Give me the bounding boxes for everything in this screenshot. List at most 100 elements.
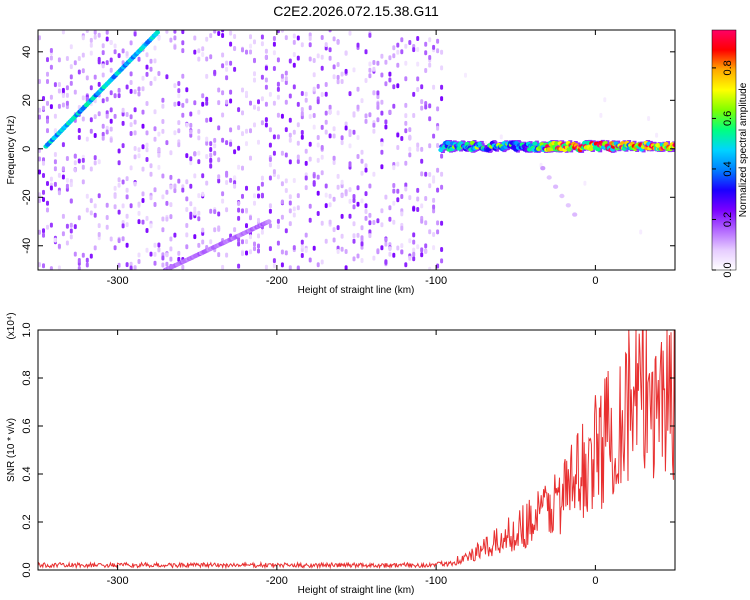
spectrogram-cell [380, 53, 384, 59]
spectrogram-cell [300, 107, 304, 112]
spectrogram-cell [65, 92, 69, 98]
spectrogram-cell [344, 189, 348, 195]
x-tick-label: 0 [592, 275, 598, 287]
spectrogram-cell [57, 103, 61, 109]
spectrogram-cell [129, 71, 133, 77]
spectrogram-cell [249, 234, 252, 240]
spectrogram-cell [268, 203, 272, 209]
spectrogram-cell [352, 67, 356, 73]
spectrogram-cell [237, 241, 241, 247]
spectrogram-cell [655, 132, 659, 138]
spectrogram-cell [276, 112, 280, 118]
spectrogram-cell [436, 167, 440, 173]
spectrogram-cell [161, 173, 165, 179]
snr-x-label: Height of straight line (km) [298, 585, 415, 596]
spectrogram-cell [268, 175, 272, 181]
spectrogram-cell [73, 89, 77, 95]
spectrogram-cell [221, 33, 225, 38]
spectrogram-cell [217, 157, 221, 163]
spectrogram-cell [241, 131, 244, 137]
spectrogram-cell [197, 128, 201, 134]
spectrogram-cell [105, 110, 109, 116]
spectrogram-cell [201, 46, 205, 52]
spectrogram-cell [416, 76, 420, 82]
spectrogram-cell [213, 137, 217, 143]
spectrogram-cell [205, 136, 209, 142]
spectrogram-cell [65, 56, 69, 61]
spectrogram-cell [193, 234, 197, 240]
spectrogram-cell [312, 72, 316, 78]
spectrogram-cell [217, 174, 221, 180]
spectrogram-cell [268, 157, 272, 162]
spectrogram-cell [360, 170, 364, 176]
spectrogram-cell [288, 132, 292, 138]
spectrogram-cell [364, 49, 368, 55]
spectrogram-cell [89, 117, 93, 123]
spectrogram-cell [205, 100, 209, 106]
spectrogram-cell [225, 252, 229, 258]
spectrogram-cell [109, 126, 113, 132]
spectrogram-cell [125, 51, 129, 57]
spectrogram-cell [229, 141, 233, 147]
spectrogram-cell [380, 141, 384, 147]
spectrogram-cell [205, 73, 209, 79]
spectrogram-cell [368, 67, 372, 73]
x-tick-label: -200 [266, 575, 288, 587]
spectrogram-cell [185, 87, 189, 93]
snr-panel: -300 -200 -100 0 0.0 0.2 0.4 0.6 0.8 1.0 Height … [6, 312, 676, 596]
spectrogram-cell [221, 137, 225, 143]
spectrogram-cell [73, 167, 77, 173]
spectrogram-cell [93, 34, 97, 40]
spectrogram-cell [296, 55, 300, 61]
spectrogram-cell [237, 237, 241, 243]
spectrogram-cell [69, 80, 73, 86]
spectrogram-cell [145, 52, 149, 58]
spectrogram-cell [428, 55, 432, 60]
spectrogram-cell [412, 91, 416, 97]
spectrogram-cell [292, 33, 296, 39]
spectrogram-cell [440, 184, 444, 190]
spectrogram-cell [352, 221, 356, 227]
spectrogram-cell [336, 39, 340, 45]
spectrogram-cell [408, 40, 412, 45]
spectrogram-cell [376, 94, 380, 100]
spectrogram-cell [308, 56, 312, 62]
spectrogram-cell [42, 189, 45, 195]
spectrogram-cell [129, 40, 133, 46]
spectrogram-cell [101, 123, 105, 129]
spectrogram-cell [193, 35, 197, 41]
spectrogram-cell [352, 194, 356, 199]
spectrogram-cell [440, 153, 444, 159]
spectrogram-cell [225, 99, 229, 105]
y-tick-label: 0.4 [21, 466, 33, 481]
spectrogram-cell [384, 59, 388, 65]
spectrogram-cell [173, 183, 177, 189]
spectrogram-cell [364, 191, 368, 197]
spectrogram-cell [412, 206, 416, 212]
spectrogram-cell [432, 133, 436, 139]
spectrogram-cell [316, 99, 320, 105]
spectrogram-cell [284, 35, 288, 41]
spectrogram-cell [193, 151, 197, 157]
spectrogram-cell [217, 226, 221, 232]
spectrogram-cell [46, 224, 49, 230]
spectrogram-cell [217, 178, 221, 184]
spectrogram-cell [336, 79, 340, 85]
y-tick-label: -40 [21, 238, 33, 254]
spectrogram-cell [440, 258, 444, 264]
spectrogram-cell [49, 64, 53, 70]
spectrogram-cell [81, 157, 85, 163]
spectrogram-cell [268, 223, 272, 229]
spectrogram-cell [332, 133, 336, 139]
spectrogram-cell [69, 234, 73, 240]
spectrogram-cell [288, 208, 292, 214]
spectrogram-cell [149, 223, 153, 229]
spectrogram-cell [42, 228, 45, 234]
spectrogram-cell [65, 223, 69, 229]
spectrogram-cell [189, 122, 193, 128]
spectrogram-cell [376, 60, 380, 66]
spectrogram-frame [37, 29, 676, 271]
spectrogram-cell [316, 157, 320, 163]
spectrogram-cell [264, 65, 268, 71]
spectrogram-cell [384, 241, 388, 247]
